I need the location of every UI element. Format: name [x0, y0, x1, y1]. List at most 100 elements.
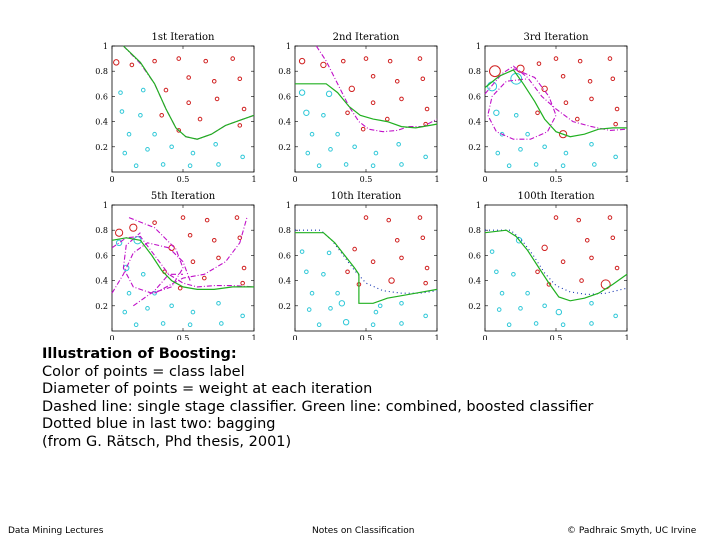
dashed-classifier-line [132, 273, 183, 307]
x-tick-label: 1 [251, 175, 256, 184]
panel-4: 5th Iteration 0.2 0.4 0.6 0.8 1 0 0.5 1 [95, 191, 256, 340]
point-red [385, 116, 390, 122]
point-blue [169, 144, 174, 150]
plot-frame [294, 45, 438, 173]
point-blue [423, 154, 428, 160]
point-red [176, 128, 182, 133]
y-tick-label: 1 [286, 42, 291, 51]
point-red [423, 280, 428, 286]
point-red [241, 265, 247, 271]
point-red [607, 215, 613, 220]
y-tick-label: 0.6 [468, 92, 481, 101]
plot-frame [111, 45, 255, 173]
plot-title: 1st Iteration [152, 32, 216, 43]
point-blue [506, 322, 512, 328]
point-red [370, 100, 376, 105]
point-red [386, 217, 392, 223]
point-red [563, 100, 569, 105]
point-blue [160, 321, 166, 326]
dashed-classifier-line [111, 235, 255, 288]
point-red [113, 59, 120, 66]
point-red [576, 217, 582, 223]
caption: Illustration of Boosting: Color of point… [42, 346, 682, 452]
point-red [541, 244, 548, 252]
point-blue [399, 162, 404, 167]
panel-5: 10th Iteration 0.2 0.4 0.6 0.8 1 0 0.5 1 [278, 191, 439, 340]
plot-frame [294, 204, 438, 332]
point-blue [145, 306, 150, 311]
y-tick-label: 1 [286, 201, 291, 210]
point-blue [118, 90, 123, 95]
point-red [352, 246, 357, 252]
point-red [237, 76, 243, 82]
x-tick-label: 0 [109, 175, 114, 184]
point-blue [542, 303, 547, 309]
y-tick-label: 0.2 [468, 143, 481, 152]
point-red [417, 215, 423, 220]
y-tick-label: 0.6 [278, 92, 291, 101]
point-blue [423, 313, 428, 319]
point-blue [190, 150, 196, 156]
point-blue [592, 162, 597, 167]
point-red [187, 232, 193, 238]
point-red [553, 215, 559, 220]
y-tick-label: 0.4 [278, 118, 291, 127]
point-blue [335, 131, 340, 137]
point-blue [563, 150, 569, 156]
footer-copyright: © Padhraic Smyth, UC Irvine [567, 526, 697, 536]
point-red [234, 215, 240, 220]
point-red [584, 237, 590, 243]
point-red [536, 61, 542, 66]
point-red [190, 259, 196, 265]
point-blue [352, 144, 357, 150]
point-blue [305, 150, 311, 156]
point-blue [190, 309, 196, 315]
point-blue [513, 113, 519, 118]
point-red [417, 56, 423, 61]
point-red [298, 57, 306, 65]
point-blue [518, 147, 523, 152]
point-blue [589, 141, 594, 147]
point-red [186, 75, 191, 80]
point-blue [328, 147, 333, 152]
point-red [424, 106, 430, 112]
point-blue [489, 249, 495, 254]
point-red [388, 277, 395, 284]
point-red [340, 58, 346, 64]
point-red [214, 96, 220, 102]
point-red [420, 76, 426, 82]
point-blue [140, 272, 146, 277]
x-tick-label: 0.5 [550, 175, 563, 184]
x-tick-label: 0.5 [360, 175, 373, 184]
point-red [211, 78, 217, 84]
x-tick-label: 1 [624, 334, 629, 340]
point-red [610, 235, 616, 241]
point-red [230, 56, 235, 61]
green-boosted-line [484, 229, 628, 302]
point-red [587, 78, 593, 84]
y-tick-label: 0.2 [468, 302, 481, 311]
point-red [186, 100, 191, 105]
point-red [575, 116, 580, 122]
x-tick-label: 0.5 [360, 334, 373, 340]
point-red [579, 278, 584, 283]
point-red [553, 56, 559, 61]
point-blue [370, 322, 376, 328]
point-blue [152, 290, 157, 296]
point-blue [240, 154, 245, 160]
x-tick-label: 0 [292, 175, 297, 184]
x-tick-label: 0.5 [550, 334, 563, 340]
plot-title: 2nd Iteration [333, 32, 400, 43]
green-boosted-line [295, 83, 438, 129]
point-red [363, 56, 369, 61]
point-red [204, 217, 210, 223]
y-tick-label: 0.4 [95, 277, 108, 286]
point-blue [326, 250, 332, 256]
caption-line-color: Color of points = class label [42, 363, 245, 380]
green-boosted-line [122, 45, 255, 140]
point-red [348, 85, 355, 93]
caption-line-diameter: Diameter of points = weight at each iter… [42, 381, 373, 398]
point-red [163, 87, 169, 93]
point-blue [555, 308, 563, 316]
point-blue [370, 163, 376, 168]
